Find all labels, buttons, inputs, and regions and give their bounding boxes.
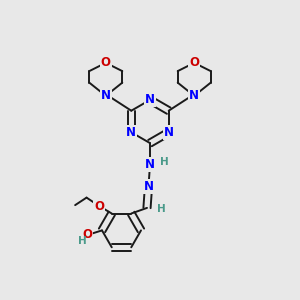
Text: N: N [145,158,155,171]
Text: H: H [78,236,87,247]
Text: N: N [164,126,174,139]
Text: H: H [160,157,168,167]
Text: N: N [143,180,154,193]
Text: O: O [101,56,111,69]
Text: O: O [94,200,104,212]
Text: N: N [145,93,155,106]
Text: N: N [101,89,111,102]
Text: H: H [157,204,165,214]
Text: N: N [126,126,136,139]
Text: N: N [189,89,199,102]
Text: O: O [82,228,93,242]
Text: O: O [189,56,199,69]
